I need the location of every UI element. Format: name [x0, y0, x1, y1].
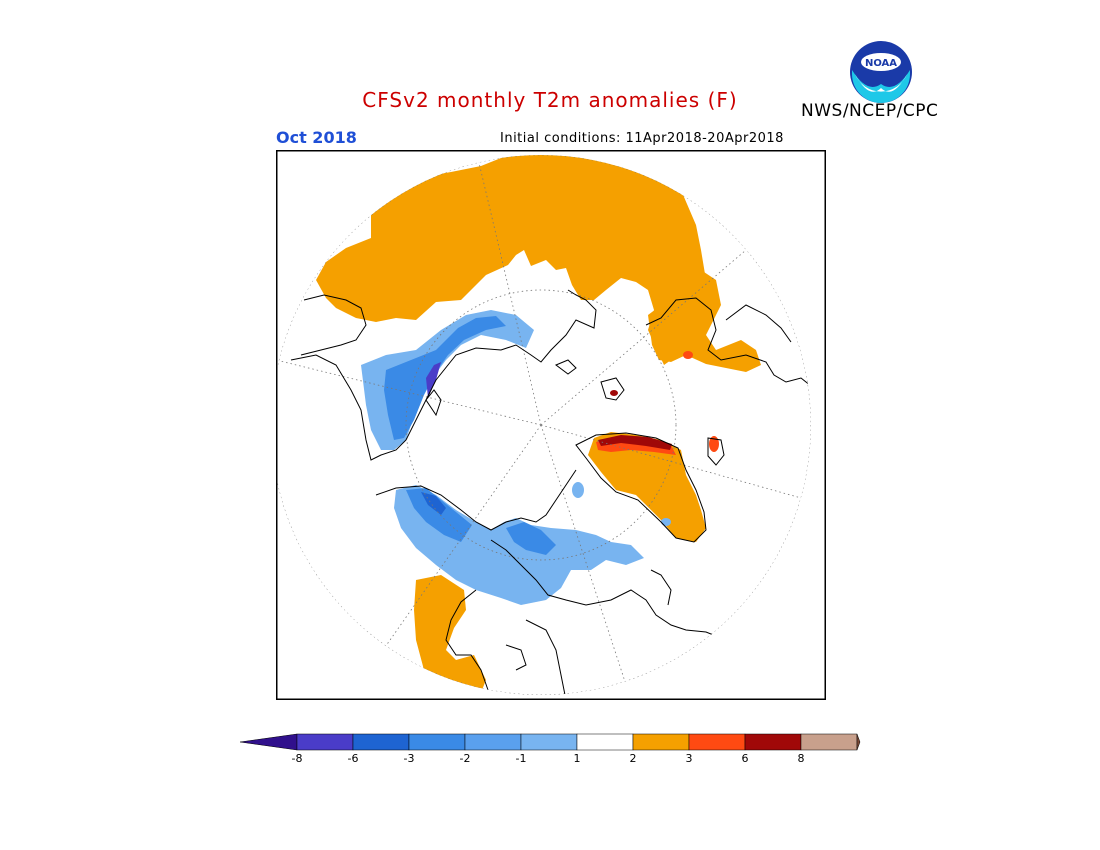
legend-bin — [408, 733, 466, 751]
anomaly-region-west-coast-warm — [414, 575, 486, 695]
forecast-month: Oct 2018 — [276, 128, 357, 147]
legend-bin — [632, 733, 690, 751]
legend-low-arrow — [239, 733, 298, 751]
anomaly-spot-cold — [572, 482, 584, 498]
legend-tick-label: -3 — [403, 752, 415, 765]
anomaly-region-canada-colder — [406, 488, 472, 542]
agency-label: NWS/NCEP/CPC — [801, 101, 939, 121]
legend-bin — [520, 733, 578, 751]
anomaly-region-siberia-coldest — [426, 362, 441, 398]
legend-high-arrow — [856, 733, 861, 751]
anomaly-region-siberia-colder — [384, 316, 506, 440]
legend-tick-label: 2 — [629, 752, 637, 765]
legend-tick-label: 3 — [685, 752, 693, 765]
legend-tick-label: 1 — [573, 752, 581, 765]
legend-tick-label: 8 — [797, 752, 805, 765]
legend-bin — [744, 733, 802, 751]
legend-bin — [576, 733, 634, 751]
graticule — [276, 155, 811, 695]
initial-conditions: Initial conditions: 11Apr2018-20Apr2018 — [500, 131, 784, 146]
noaa-logo-icon: NOAA — [850, 41, 912, 103]
noaa-logo-text: NOAA — [865, 58, 897, 69]
anomaly-region-arctic-islands-cold — [506, 522, 556, 555]
map-title: CFSv2 monthly T2m anomalies (F) — [362, 88, 738, 112]
map-frame — [276, 150, 826, 700]
legend-bin — [352, 733, 410, 751]
legend-tick-label: 6 — [741, 752, 749, 765]
legend-bin — [296, 733, 354, 751]
anomaly-spot-hot — [610, 390, 618, 396]
legend-bin — [464, 733, 522, 751]
coastlines — [290, 289, 811, 695]
anomaly-region-greenland-warm — [588, 432, 706, 542]
anomaly-region-europe-warm — [648, 270, 761, 372]
anomaly-spot-hot — [683, 351, 693, 359]
anomaly-region-eurasia-warm — [316, 155, 711, 365]
polar-map — [276, 150, 826, 700]
legend-bin — [688, 733, 746, 751]
legend-tick-label: -2 — [459, 752, 471, 765]
anomaly-region-greenland-very-hot — [598, 435, 672, 450]
anomaly-spot-hot — [709, 436, 719, 452]
legend-bin — [800, 733, 858, 751]
legend-tick-label: -6 — [347, 752, 359, 765]
legend-tick-label: -8 — [291, 752, 303, 765]
legend-tick-label: -1 — [515, 752, 527, 765]
anomaly-spot-cold — [661, 518, 671, 526]
